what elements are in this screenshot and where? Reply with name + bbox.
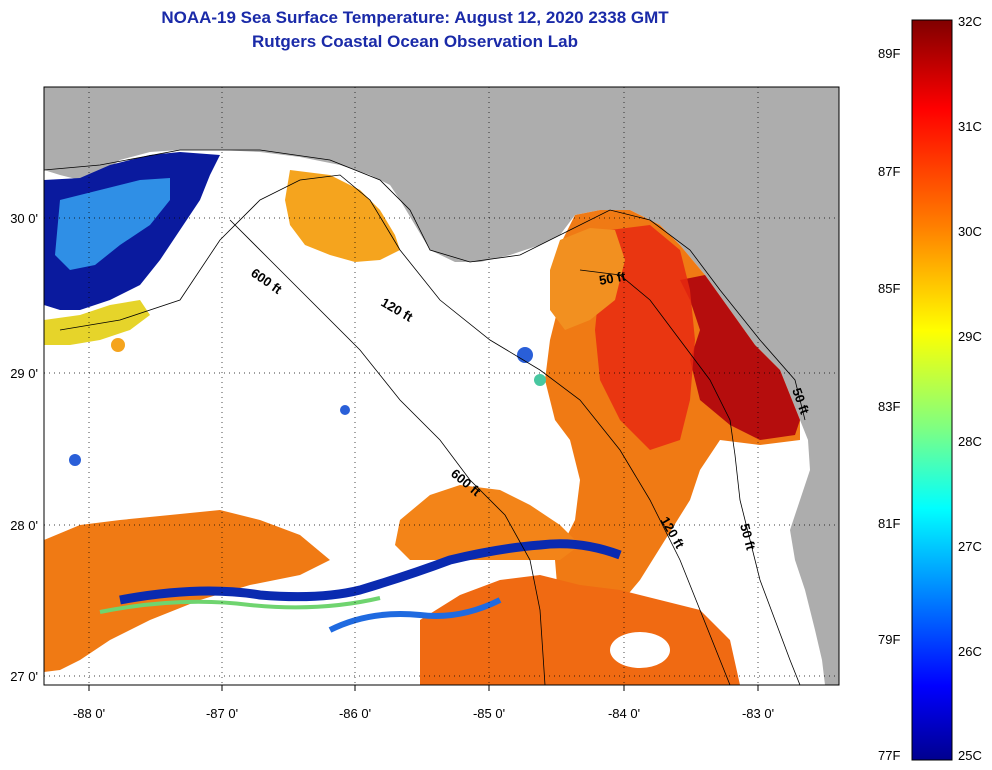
depth-label: 50 ft xyxy=(598,268,628,288)
colorbar-celsius-label: 30C xyxy=(958,224,982,239)
yellow-water-northwest xyxy=(44,300,150,345)
colorbar-fahrenheit-label: 89F xyxy=(878,46,901,61)
colorbar-celsius-label: 31C xyxy=(958,119,982,134)
depth-contour-600ft xyxy=(229,219,546,685)
colorbar xyxy=(911,19,953,761)
longitude-label: -86 0' xyxy=(339,706,371,721)
sst-speck xyxy=(69,454,81,466)
colorbar-celsius-label: 26C xyxy=(958,644,982,659)
depth-contour-50ft xyxy=(579,269,801,685)
longitude-label: -84 0' xyxy=(608,706,640,721)
sst-speck xyxy=(111,338,125,352)
latitude-label: 27 0' xyxy=(10,669,38,684)
latitude-label: 30 0' xyxy=(10,211,38,226)
red-water-band xyxy=(595,225,695,450)
longitude-label: -87 0' xyxy=(206,706,238,721)
coastline-north xyxy=(44,149,806,421)
sst-speck xyxy=(340,405,350,415)
cool-water-northwest xyxy=(55,178,170,270)
sst-speck xyxy=(534,374,546,386)
colorbar-fahrenheit-label: 87F xyxy=(878,164,901,179)
colorbar-celsius-label: 28C xyxy=(958,434,982,449)
longitude-label: -85 0' xyxy=(473,706,505,721)
map-border xyxy=(43,86,840,686)
colorbar-fahrenheit-label: 85F xyxy=(878,281,901,296)
colorbar-celsius-label: 27C xyxy=(958,539,982,554)
hot-water-bigbend xyxy=(680,275,800,440)
warm-water-panhandle xyxy=(285,170,400,262)
depth-contour-120ft xyxy=(59,174,731,685)
longitude-label: -88 0' xyxy=(73,706,105,721)
warm-water-apalachee xyxy=(550,228,625,330)
colorbar-fahrenheit-label: 79F xyxy=(878,632,901,647)
colorbar-celsius-label: 32C xyxy=(958,14,982,29)
colorbar-fahrenheit-label: 81F xyxy=(878,516,901,531)
cold-filament-south xyxy=(119,539,622,605)
colorbar-celsius-label: 25C xyxy=(958,748,982,763)
title-line-1: NOAA-19 Sea Surface Temperature: August … xyxy=(161,8,669,27)
latitude-label: 29 0' xyxy=(10,366,38,381)
longitude-label: -83 0' xyxy=(742,706,774,721)
title-line-2: Rutgers Coastal Ocean Observation Lab xyxy=(252,32,578,51)
colorbar-fahrenheit-label: 83F xyxy=(878,399,901,414)
map-area: 600 ft 120 ft 50 ft 600 ft 120 ft 50 ft … xyxy=(44,87,839,685)
longitude-axis xyxy=(88,685,759,691)
green-filament-south xyxy=(99,596,381,614)
cloud-gap xyxy=(190,653,240,677)
latitude-label: 28 0' xyxy=(10,518,38,533)
colorbar-celsius-label: 29C xyxy=(958,329,982,344)
depth-label: 50 ft xyxy=(737,522,759,552)
cold-filament-south-2 xyxy=(328,597,502,633)
cloud-gap xyxy=(610,632,670,668)
land-mass xyxy=(44,87,839,685)
colorbar-fahrenheit-label: 77F xyxy=(878,748,901,763)
